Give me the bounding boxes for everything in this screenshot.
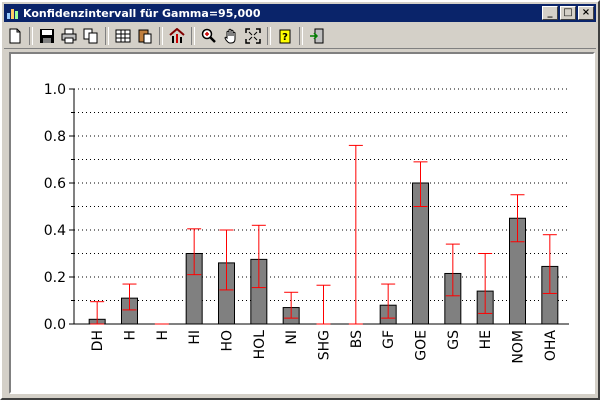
y-tick-label: 0.4 (44, 223, 66, 239)
y-tick-label: 0.2 (44, 270, 66, 286)
x-tick-label: SHG (317, 330, 333, 360)
x-tick-label: GOE (414, 330, 430, 361)
zoom-icon[interactable] (198, 25, 220, 47)
fit-view-icon[interactable] (242, 25, 264, 47)
toolbar: ? (4, 24, 596, 49)
x-tick-label: H (155, 330, 171, 341)
x-tick-label: HO (220, 330, 236, 352)
toolbar-separator (29, 27, 33, 45)
x-tick-label: NOM (511, 330, 527, 364)
x-tick-label: HE (478, 330, 494, 349)
help-icon[interactable]: ? (274, 25, 296, 47)
maximize-button[interactable]: □ (560, 6, 576, 20)
save-icon[interactable] (36, 25, 58, 47)
x-tick-label: BS (349, 330, 365, 348)
new-document-icon[interactable] (4, 25, 26, 47)
x-tick-label: OHA (543, 330, 559, 362)
window-title: Konfidenzintervall für Gamma=95,000 (23, 6, 261, 20)
x-tick-label: DH (90, 330, 106, 351)
toolbar-separator (267, 27, 271, 45)
toolbar-separator (159, 27, 163, 45)
close-button[interactable]: × (578, 6, 594, 20)
x-tick-label: HOL (252, 330, 268, 360)
minimize-button[interactable]: _ (542, 6, 558, 20)
y-tick-label: 0.0 (44, 317, 66, 333)
print-icon[interactable] (58, 25, 80, 47)
chart-properties-icon[interactable] (166, 25, 188, 47)
table-icon[interactable] (112, 25, 134, 47)
x-tick-label: GF (381, 330, 397, 349)
exit-icon[interactable] (306, 25, 328, 47)
x-tick-label: H (123, 330, 139, 341)
app-chart-icon (6, 6, 20, 20)
toolbar-separator (105, 27, 109, 45)
title-bar[interactable]: Konfidenzintervall für Gamma=95,000 _ □ … (4, 4, 596, 22)
copy-icon[interactable] (80, 25, 102, 47)
x-tick-label: NI (284, 330, 300, 345)
y-tick-label: 1.0 (44, 82, 66, 98)
toolbar-separator (299, 27, 303, 45)
x-tick-label: GS (446, 330, 462, 350)
hand-pan-icon[interactable] (220, 25, 242, 47)
toolbar-separator (191, 27, 195, 45)
confidence-interval-chart: 0.0 0.2 0.4 0.6 0.8 1.0 DH H H HI HO HOL NI SHG BS GF GO… (44, 82, 569, 364)
svg-text:?: ? (282, 32, 288, 43)
paste-icon[interactable] (134, 25, 156, 47)
y-tick-label: 0.8 (44, 129, 66, 145)
chart-area: 0.0 0.2 0.4 0.6 0.8 1.0 DH H H HI HO HOL NI SHG BS GF GO… (9, 52, 595, 394)
y-tick-label: 0.6 (44, 176, 66, 192)
x-tick-label: HI (187, 330, 203, 345)
